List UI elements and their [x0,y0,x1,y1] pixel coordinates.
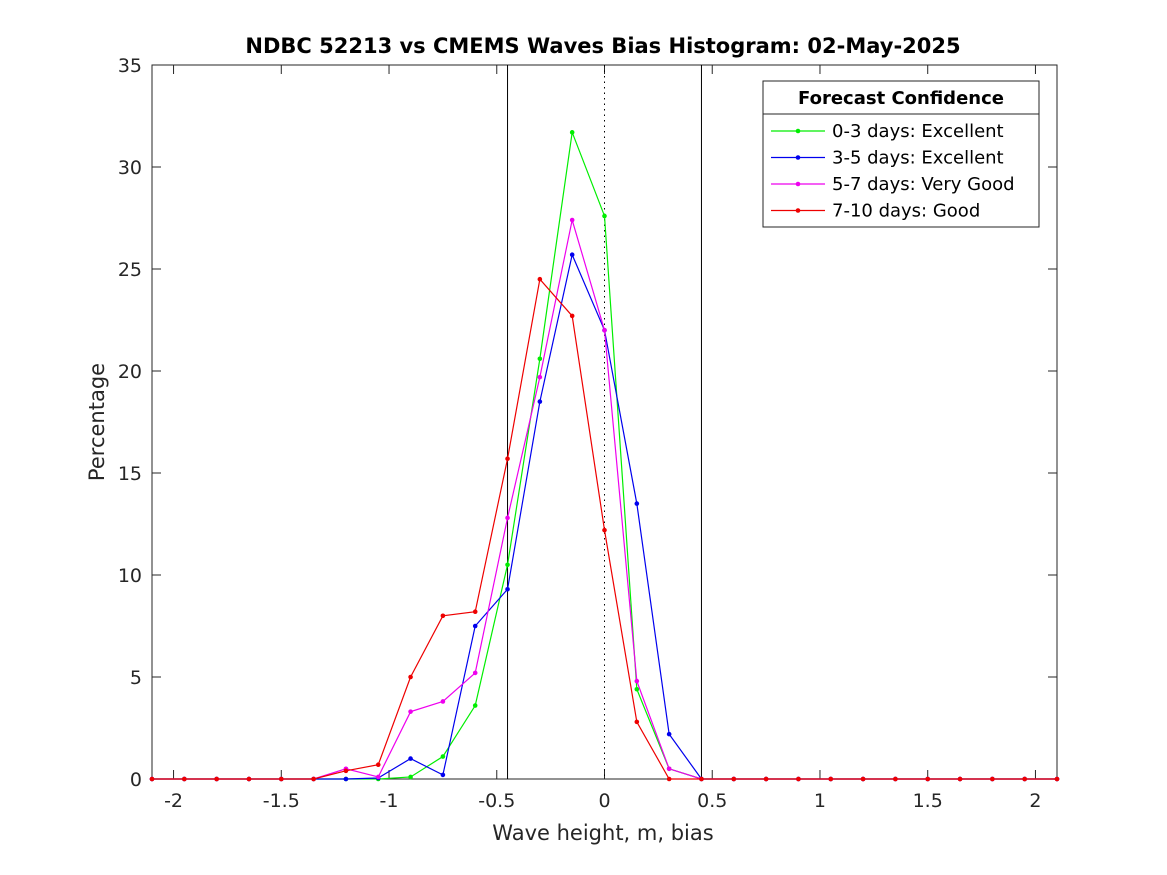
data-point [311,776,316,782]
data-point [602,527,607,533]
y-tick-label: 15 [118,463,142,485]
data-point [343,776,349,782]
y-tick-label: 5 [130,667,142,689]
data-point [537,276,543,282]
data-point [634,719,640,725]
data-point [408,709,413,714]
y-tick-label: 25 [118,259,142,281]
data-point [505,586,510,592]
data-point [440,754,446,759]
x-tick-label: 1 [814,790,826,812]
data-point [278,776,284,782]
legend-swatch-marker [795,181,801,187]
legend-swatch-marker [795,208,801,213]
data-point [343,768,349,774]
data-point [440,699,446,704]
data-point [990,776,995,782]
y-tick-label: 20 [118,361,142,383]
data-point [375,774,381,780]
data-point [666,776,672,782]
data-point [472,670,478,676]
x-tick-label: 0.5 [697,790,727,812]
data-point [634,678,640,684]
data-point [246,776,252,782]
x-tick-label: 2 [1029,790,1041,812]
x-tick-label: 0 [598,790,610,812]
legend-entry: 0-3 days: Excellent [832,121,1004,142]
data-point [731,776,737,782]
data-point [860,776,866,782]
data-point [472,623,478,629]
y-tick-label: 30 [118,157,142,179]
data-point [537,356,543,362]
data-point [634,501,640,506]
data-point [957,776,963,782]
data-point [472,609,478,615]
x-tick-label: -0.5 [478,790,515,812]
data-point [763,776,769,782]
x-tick-label: -2 [164,790,183,812]
data-point [408,756,413,761]
x-tick-label: -1.5 [263,790,300,812]
legend-entry: 5-7 days: Very Good [832,174,1015,195]
data-point [440,613,446,619]
data-point [569,252,575,258]
data-point [1054,776,1060,782]
data-point [505,515,510,521]
legend-entry: 7-10 days: Good [832,201,980,222]
legend-box [762,80,1040,228]
y-tick-label: 10 [118,565,142,587]
data-point [666,731,672,737]
data-point [537,374,543,380]
data-point [505,562,510,568]
data-point [602,213,607,219]
data-point [440,772,446,778]
legend-swatch-marker [795,128,801,134]
data-point [149,776,155,782]
data-point [666,766,672,772]
data-point [408,674,413,680]
data-point [1022,776,1027,782]
data-point [828,776,834,782]
data-point [214,776,219,782]
y-axis-label: Percentage [85,363,109,481]
data-point [569,217,575,223]
data-point [893,776,898,782]
data-point [569,130,575,135]
data-point [375,762,381,768]
x-tick-label: -1 [380,790,399,812]
data-point [472,703,478,708]
legend: Forecast Confidence 0-3 days: Excellent 3-… [762,80,1040,228]
data-point [408,774,413,780]
chart-title: NDBC 52213 vs CMEMS Waves Bias Histogram… [245,34,960,58]
x-axis-label: Wave height, m, bias [492,821,713,845]
legend-swatch-marker [795,155,801,160]
data-point [569,313,575,319]
y-tick-label: 0 [130,769,142,791]
data-point [537,399,543,404]
y-tick-label: 35 [118,55,142,77]
legend-title: Forecast Confidence [798,88,1004,109]
data-point [925,776,931,782]
legend-entry: 3-5 days: Excellent [832,148,1004,169]
data-point [182,776,187,782]
data-point [634,686,640,692]
data-point [505,456,510,462]
data-point [602,327,607,333]
data-point [699,776,704,782]
data-point [796,776,801,782]
x-tick-label: 1.5 [913,790,943,812]
